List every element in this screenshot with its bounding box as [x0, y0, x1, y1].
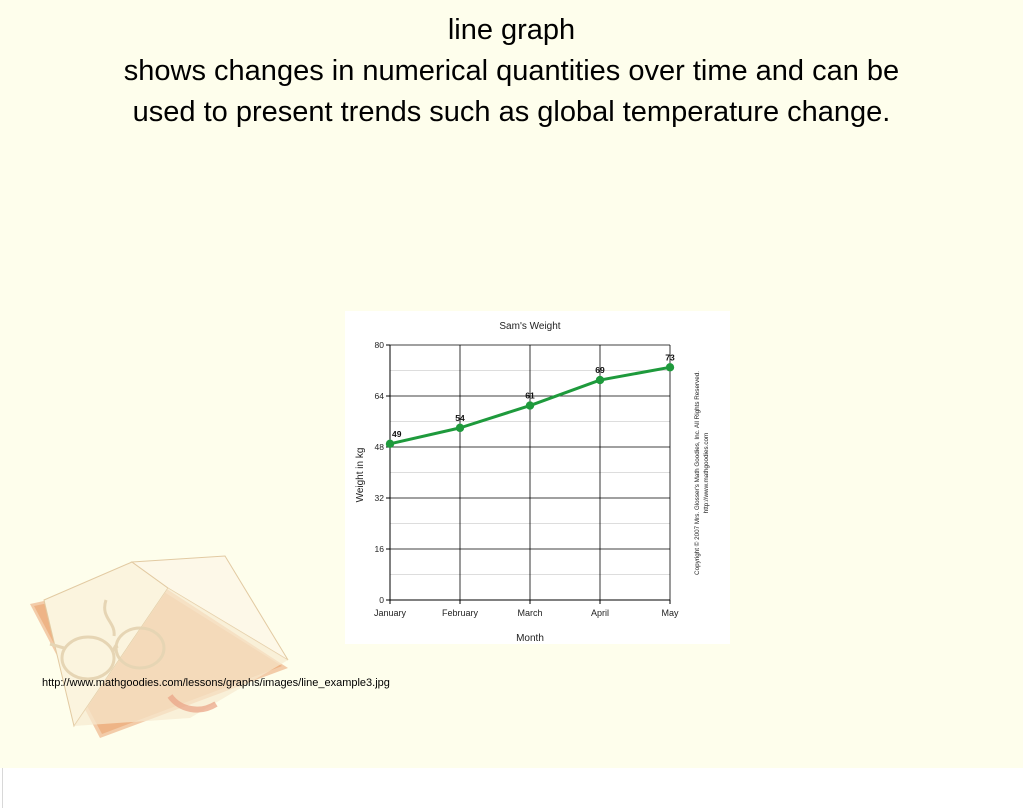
- y-tick-label: 48: [375, 442, 385, 452]
- y-axis-label: Weight in kg: [355, 448, 366, 503]
- data-label: 49: [392, 429, 402, 439]
- slide-heading: line graph shows changes in numerical qu…: [0, 10, 1023, 133]
- source-url: http://www.mathgoodies.com/lessons/graph…: [42, 677, 390, 689]
- y-tick-label: 32: [375, 493, 385, 503]
- y-tick-label: 64: [375, 391, 385, 401]
- data-label: 73: [665, 352, 675, 362]
- x-tick-label: May: [661, 608, 679, 618]
- data-point: [665, 363, 675, 372]
- data-label: 61: [525, 391, 535, 401]
- y-tick-label: 80: [375, 340, 385, 350]
- y-tick-label: 16: [375, 544, 385, 554]
- data-labels: 49 54 61 69 73: [392, 352, 675, 439]
- heading-description-line1: shows changes in numerical quantities ov…: [123, 55, 900, 87]
- data-point: [525, 401, 535, 410]
- slide: line graph shows changes in numerical qu…: [0, 0, 1023, 768]
- y-tick-label: 0: [379, 595, 384, 605]
- copyright-line: Copyright © 2007 Mrs. Glosser's Math Goo…: [693, 371, 701, 575]
- bottom-strip: [0, 768, 1023, 808]
- data-point: [385, 439, 395, 449]
- chart-title: Sam's Weight: [499, 321, 560, 332]
- data-point: [455, 423, 465, 433]
- chart-grid: [390, 344, 671, 601]
- x-tick-label: February: [442, 608, 479, 618]
- data-point: [595, 375, 605, 385]
- y-axis-ticks: 0 16 32 48 64 80: [375, 340, 390, 605]
- copyright-url: http://www.mathgoodies.com: [703, 433, 710, 514]
- heading-title: line graph: [447, 14, 576, 46]
- line-chart-svg: Sam's Weight 0 16 32 48 64 80 January February…: [355, 321, 710, 644]
- x-tick-label: March: [517, 608, 542, 618]
- series-points: [385, 363, 675, 449]
- copyright-notice: Copyright © 2007 Mrs. Glosser's Math Goo…: [693, 371, 710, 575]
- x-axis-ticks: January February March April May: [374, 600, 679, 618]
- heading-description-line2: used to present trends such as global te…: [132, 96, 891, 128]
- data-label: 69: [595, 365, 605, 375]
- x-tick-label: April: [591, 608, 609, 618]
- x-tick-label: January: [374, 608, 407, 618]
- x-axis-label: Month: [516, 633, 544, 644]
- open-book-glasses-illustration: [30, 555, 289, 738]
- line-chart: Sam's Weight 0 16 32 48 64 80 January February…: [345, 311, 730, 644]
- data-label: 54: [455, 413, 465, 423]
